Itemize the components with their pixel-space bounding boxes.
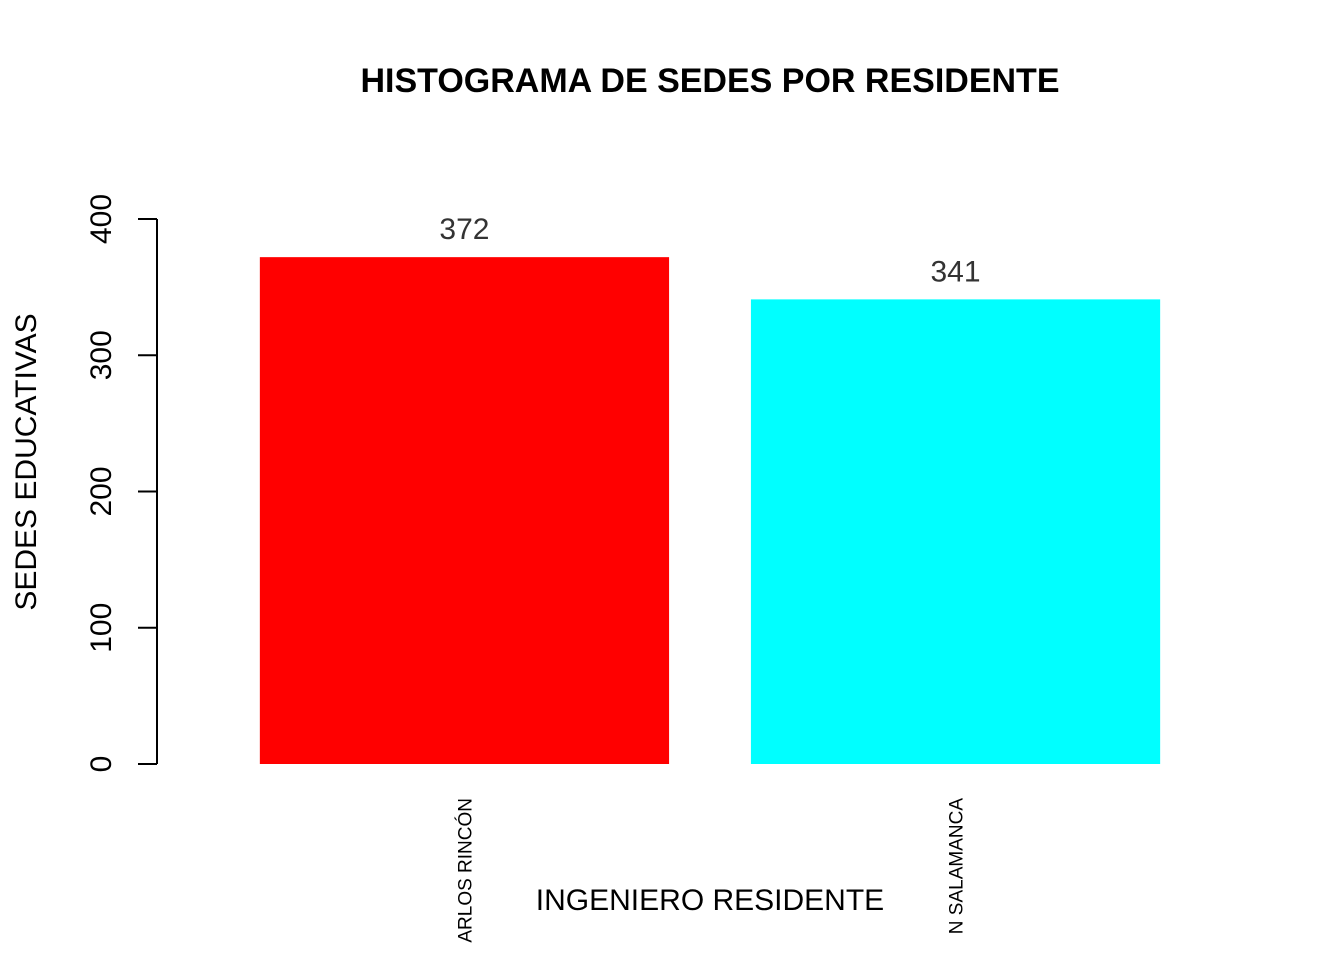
category-label: N SALAMANCA: [947, 798, 968, 935]
bars-group: [259, 257, 1161, 764]
y-axis-label: SEDES EDUCATIVAS: [10, 313, 43, 610]
y-tick-label: 300: [85, 330, 118, 380]
bar: [750, 299, 1161, 764]
bar-value-label: 341: [931, 255, 981, 288]
y-tick-label: 200: [85, 466, 118, 516]
bar-value-label: 372: [439, 213, 489, 246]
category-labels-group: ARLOS RINCÓN N SALAMANCA: [454, 798, 967, 943]
value-labels-group: 372 341: [439, 213, 980, 288]
y-tick-label: 400: [85, 194, 118, 244]
y-tick-label: 100: [85, 603, 118, 653]
y-axis: 0 100 200 300 400: [85, 194, 158, 773]
y-tick-label: 0: [85, 756, 118, 773]
bar: [259, 257, 670, 764]
x-axis-label: INGENIERO RESIDENTE: [536, 884, 884, 917]
category-label: ARLOS RINCÓN: [454, 798, 476, 943]
chart-title: HISTOGRAMA DE SEDES POR RESIDENTE: [361, 62, 1060, 100]
